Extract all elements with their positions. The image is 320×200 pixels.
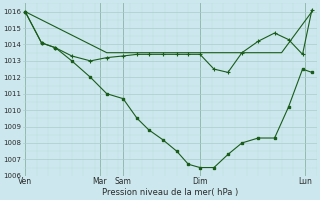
X-axis label: Pression niveau de la mer( hPa ): Pression niveau de la mer( hPa ) (101, 188, 238, 197)
